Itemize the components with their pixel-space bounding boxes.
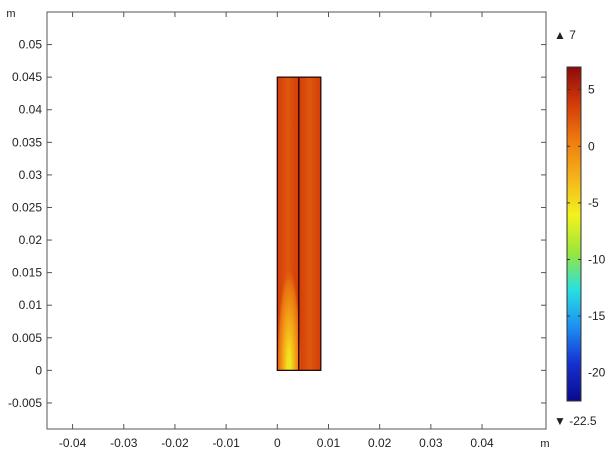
x-tick-label: 0.03: [419, 436, 443, 450]
y-tick-label: 0: [35, 363, 42, 377]
y-tick-label: 0.03: [19, 168, 43, 182]
x-tick-label: -0.01: [212, 436, 240, 450]
y-tick-label: 0.025: [12, 200, 42, 214]
colorbar-min-label: ▼ -22.5: [554, 414, 597, 428]
colorbar-tick-label: -5: [588, 196, 599, 210]
colorbar-max-label: ▲ 7: [554, 28, 576, 42]
colorbar-tick-label: -10: [588, 252, 606, 266]
y-tick-label: -0.005: [8, 396, 42, 410]
colorbar: [566, 66, 582, 402]
colorbar-tick-label: 5: [588, 83, 595, 97]
y-tick-label: 0.015: [12, 266, 42, 280]
x-axis-unit-label: m: [540, 438, 549, 450]
y-tick-label: 0.05: [19, 38, 43, 52]
y-tick-label: 0.04: [19, 103, 43, 117]
y-axis-unit-label: m: [6, 8, 15, 20]
field-domain-outline-2: [298, 76, 322, 372]
x-tick-label: 0.04: [470, 436, 494, 450]
colorbar-tick-label: 0: [588, 139, 595, 153]
x-tick-label: 0.01: [317, 436, 341, 450]
x-tick-label: -0.04: [59, 436, 87, 450]
y-tick-label: 0.045: [12, 70, 42, 84]
y-tick-label: 0.035: [12, 135, 42, 149]
colorbar-tick-label: -15: [588, 309, 606, 323]
y-tick-label: 0.005: [12, 331, 42, 345]
y-tick-label: 0.01: [19, 298, 43, 312]
x-tick-label: -0.03: [110, 436, 138, 450]
y-tick-label: 0.02: [19, 233, 43, 247]
colorbar-tick-label: -20: [588, 366, 606, 380]
x-tick-label: 0.02: [368, 436, 392, 450]
x-tick-label: 0: [274, 436, 281, 450]
x-tick-label: -0.02: [161, 436, 189, 450]
